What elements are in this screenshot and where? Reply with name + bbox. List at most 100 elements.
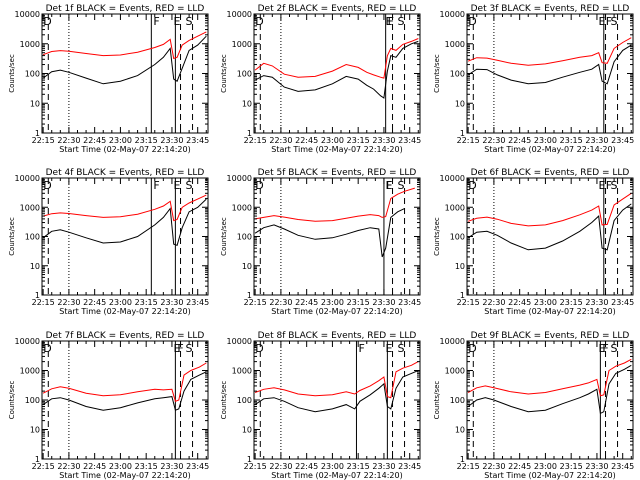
marker-letter-s: S: [186, 179, 193, 192]
y-tick-label: 1: [460, 455, 465, 464]
x-tick-label: 23:30: [372, 462, 395, 471]
y-tick-label: 10: [30, 426, 40, 435]
y-tick-label: 1000: [445, 203, 465, 212]
x-tick-label: 23:45: [186, 462, 209, 471]
x-tick-label: 23:15: [347, 462, 370, 471]
x-tick-label: 23:30: [585, 136, 608, 145]
x-tick-label: 23:00: [109, 462, 132, 471]
x-tick-label: 22:45: [83, 298, 106, 307]
y-tick-label: 100: [450, 396, 465, 405]
y-tick-label: 10: [455, 262, 465, 271]
y-tick-label: 100: [25, 396, 40, 405]
y-axis-label: Counts/sec: [8, 54, 16, 93]
y-tick-label: 1000: [445, 367, 465, 376]
x-tick-label: 23:30: [372, 136, 395, 145]
y-tick-label: 10000: [227, 174, 252, 183]
x-tick-label: 23:15: [560, 136, 583, 145]
lld-series-line: [255, 187, 415, 222]
y-tick-label: 10: [242, 262, 252, 271]
marker-letter-f: F: [177, 342, 183, 355]
x-tick-label: 22:45: [295, 298, 318, 307]
x-tick-label: 22:45: [83, 136, 106, 145]
plot-frame: [466, 340, 634, 460]
marker-letter-s: S: [611, 342, 618, 355]
y-tick-label: 10000: [15, 174, 40, 183]
events-series-line: [254, 370, 419, 413]
panel-title: Det 1f BLACK = Events, RED = LLD: [46, 4, 205, 14]
x-tick-label: 22:45: [508, 136, 531, 145]
x-tick-label: 23:00: [321, 462, 344, 471]
marker-letter-s: S: [186, 15, 193, 28]
events-series-line: [42, 371, 207, 411]
x-tick-label: 23:30: [585, 298, 608, 307]
x-tick-label: 23:00: [534, 136, 557, 145]
y-tick-label: 1000: [232, 367, 252, 376]
x-tick-label: 22:15: [32, 136, 55, 145]
x-tick-label: 23:15: [560, 462, 583, 471]
x-tick-label: 22:30: [57, 462, 80, 471]
x-tick-label: 22:15: [244, 462, 267, 471]
y-tick-label: 10: [30, 262, 40, 271]
events-series-line: [467, 203, 632, 251]
marker-letter-s: S: [398, 342, 405, 355]
panel-title: Det 8f BLACK = Events, RED = LLD: [258, 331, 417, 341]
marker-letter-s: S: [611, 15, 618, 28]
y-tick-label: 10000: [440, 174, 465, 183]
panel-title: Det 4f BLACK = Events, RED = LLD: [46, 168, 205, 178]
marker-letter-f: F: [602, 342, 608, 355]
events-series-line: [254, 208, 405, 258]
marker-letter-e: E: [174, 179, 181, 192]
y-tick-label: 1000: [20, 40, 40, 49]
marker-letter-d: D: [255, 342, 263, 355]
lld-series-line: [254, 38, 419, 79]
marker-letter-s: S: [398, 179, 405, 192]
y-tick-label: 10000: [440, 10, 465, 19]
x-tick-label: 23:15: [347, 298, 370, 307]
plot-frame: [41, 177, 209, 296]
y-axis-label: Counts/sec: [8, 381, 16, 420]
y-tick-label: 100: [237, 396, 252, 405]
lld-series-line: [42, 362, 207, 402]
x-tick-label: 22:45: [508, 462, 531, 471]
marker-letter-d: D: [468, 15, 476, 28]
marker-letter-e: E: [599, 179, 606, 192]
x-axis-label: Start Time (02-May-07 22:14:20): [484, 145, 615, 154]
marker-letter-d: D: [468, 342, 476, 355]
x-tick-label: 22:30: [57, 298, 80, 307]
marker-letter-d: D: [255, 179, 263, 192]
marker-letter-s: S: [398, 15, 405, 28]
events-series-line: [467, 44, 632, 85]
marker-letter-d: D: [255, 15, 263, 28]
panel-title: Det 9f BLACK = Events, RED = LLD: [471, 331, 630, 341]
marker-letter-e: E: [599, 15, 606, 28]
y-tick-label: 10000: [227, 10, 252, 19]
x-tick-label: 23:30: [160, 462, 183, 471]
x-tick-label: 23:00: [321, 298, 344, 307]
y-tick-label: 1000: [20, 367, 40, 376]
y-tick-label: 1: [35, 291, 40, 300]
y-axis-label: Counts/sec: [433, 217, 441, 256]
y-tick-label: 1: [247, 455, 252, 464]
plot-frame: [253, 340, 421, 460]
x-tick-label: 22:15: [457, 462, 480, 471]
y-tick-label: 10: [242, 426, 252, 435]
y-tick-label: 10000: [227, 337, 252, 346]
marker-letter-e: E: [174, 342, 181, 355]
x-tick-label: 22:45: [295, 136, 318, 145]
x-tick-label: 23:30: [585, 462, 608, 471]
lld-series-line: [42, 194, 207, 222]
y-tick-label: 100: [237, 233, 252, 242]
x-tick-label: 23:30: [160, 136, 183, 145]
x-tick-label: 23:00: [109, 136, 132, 145]
y-tick-label: 10: [30, 99, 40, 108]
x-tick-label: 23:00: [109, 298, 132, 307]
y-tick-label: 100: [237, 70, 252, 79]
y-tick-label: 1: [460, 129, 465, 138]
